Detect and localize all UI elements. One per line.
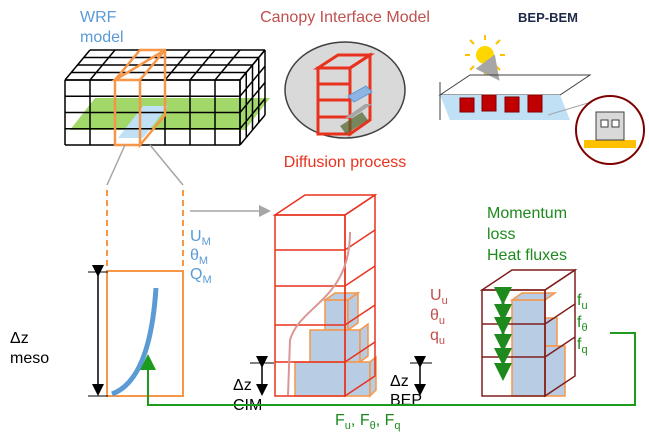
wrf-title: model bbox=[80, 29, 124, 46]
separator: , bbox=[376, 412, 380, 429]
subscript: u bbox=[581, 300, 587, 312]
symbol: Q bbox=[190, 266, 202, 283]
cim-title: Canopy Interface Model bbox=[260, 9, 430, 26]
meso-column bbox=[106, 190, 184, 397]
dz-label: Δz bbox=[233, 377, 252, 394]
bep-icon bbox=[438, 35, 645, 165]
zoom-line bbox=[106, 144, 126, 186]
var: fq bbox=[577, 336, 588, 356]
symbol: U bbox=[190, 228, 202, 245]
subscript: u bbox=[439, 335, 445, 347]
subscript: M bbox=[202, 236, 211, 248]
fluxes: Fu, Fθ, Fq bbox=[335, 412, 401, 432]
subscript: θ bbox=[370, 420, 376, 432]
dz-label: Δz bbox=[390, 373, 409, 390]
var: qu bbox=[430, 327, 445, 347]
subscript: u bbox=[442, 295, 448, 307]
symbol: F bbox=[385, 412, 395, 429]
wrf-grid bbox=[64, 48, 270, 149]
meso-vars: UM θM QM bbox=[190, 228, 212, 286]
subscript: u bbox=[439, 315, 445, 327]
subscript: M bbox=[199, 255, 208, 267]
symbol: f bbox=[577, 336, 582, 353]
symbol: q bbox=[430, 327, 439, 344]
subscript: u bbox=[345, 420, 351, 432]
var: fu bbox=[577, 292, 588, 312]
feedback-line bbox=[140, 332, 636, 406]
bep-title: BEP-BEM bbox=[518, 10, 578, 25]
var: θM bbox=[190, 247, 208, 267]
urban-vars: Uu θu qu bbox=[430, 287, 448, 347]
dz-label: meso bbox=[10, 350, 49, 367]
text-line: Momentum bbox=[487, 205, 567, 222]
cim-column bbox=[272, 193, 378, 398]
bep-column bbox=[479, 268, 578, 398]
symbol: f bbox=[577, 292, 582, 309]
var: QM bbox=[190, 266, 212, 286]
subscript: M bbox=[202, 274, 211, 286]
subscript: q bbox=[581, 344, 587, 356]
separator: , bbox=[351, 412, 355, 429]
symbol: θ bbox=[430, 307, 439, 324]
tendencies: fu fθ fq bbox=[577, 292, 588, 356]
cim-icon bbox=[284, 41, 406, 139]
wrf-title: WRF bbox=[80, 9, 117, 26]
zoom-line bbox=[149, 144, 184, 186]
symbol: U bbox=[430, 287, 442, 304]
var: Uu bbox=[430, 287, 448, 307]
text-line: loss bbox=[487, 226, 515, 243]
dz-label: BEP bbox=[390, 392, 422, 409]
text-line: Heat fluxes bbox=[487, 247, 567, 264]
symbol: F bbox=[335, 412, 345, 429]
var: fθ bbox=[577, 314, 588, 334]
symbol: f bbox=[577, 314, 582, 331]
var: UM bbox=[190, 228, 211, 248]
momentum-label: Momentum loss Heat fluxes bbox=[487, 205, 567, 264]
symbol: F bbox=[360, 412, 370, 429]
subscript: θ bbox=[581, 322, 587, 334]
wrf-column bbox=[110, 48, 167, 149]
dz-label: Δz bbox=[10, 330, 29, 347]
diffusion-label: Diffusion process bbox=[284, 154, 406, 171]
subscript: q bbox=[394, 420, 400, 432]
var: θu bbox=[430, 307, 445, 327]
profile-curve bbox=[111, 287, 159, 397]
symbol: θ bbox=[190, 247, 199, 264]
